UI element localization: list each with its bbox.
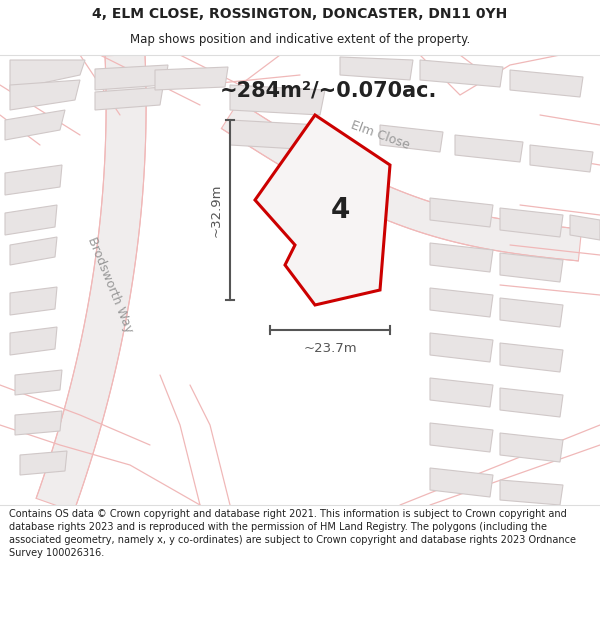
Text: ~23.7m: ~23.7m <box>303 341 357 354</box>
Polygon shape <box>500 343 563 372</box>
Polygon shape <box>455 135 523 162</box>
Polygon shape <box>5 110 65 140</box>
Polygon shape <box>500 433 563 462</box>
Polygon shape <box>255 115 390 305</box>
Polygon shape <box>15 411 62 435</box>
Polygon shape <box>500 388 563 417</box>
Polygon shape <box>10 327 57 355</box>
Polygon shape <box>10 80 80 110</box>
Polygon shape <box>500 480 563 505</box>
Polygon shape <box>5 205 57 235</box>
Text: ~32.9m: ~32.9m <box>209 183 223 237</box>
Polygon shape <box>570 215 600 240</box>
Polygon shape <box>430 378 493 407</box>
Polygon shape <box>510 70 583 97</box>
Polygon shape <box>500 208 563 237</box>
Polygon shape <box>500 253 563 282</box>
Polygon shape <box>230 120 320 150</box>
Polygon shape <box>430 288 493 317</box>
Polygon shape <box>10 60 85 90</box>
Text: ~284m²/~0.070ac.: ~284m²/~0.070ac. <box>220 80 437 100</box>
Polygon shape <box>430 198 493 227</box>
Polygon shape <box>430 468 493 497</box>
Text: Contains OS data © Crown copyright and database right 2021. This information is : Contains OS data © Crown copyright and d… <box>9 509 576 558</box>
Polygon shape <box>155 67 228 90</box>
Text: Map shows position and indicative extent of the property.: Map shows position and indicative extent… <box>130 33 470 46</box>
Polygon shape <box>36 54 146 512</box>
Polygon shape <box>5 165 62 195</box>
Text: Brodsworth Way: Brodsworth Way <box>85 235 135 335</box>
Polygon shape <box>95 87 163 110</box>
Text: Elm Close: Elm Close <box>349 118 411 152</box>
Polygon shape <box>380 125 443 152</box>
Polygon shape <box>230 85 325 115</box>
Polygon shape <box>15 370 62 395</box>
Polygon shape <box>530 145 593 172</box>
Polygon shape <box>10 287 57 315</box>
Polygon shape <box>430 333 493 362</box>
Polygon shape <box>500 298 563 327</box>
Polygon shape <box>420 60 503 87</box>
Polygon shape <box>340 57 413 80</box>
Text: 4: 4 <box>331 196 350 224</box>
Polygon shape <box>221 101 581 261</box>
Text: 4, ELM CLOSE, ROSSINGTON, DONCASTER, DN11 0YH: 4, ELM CLOSE, ROSSINGTON, DONCASTER, DN1… <box>92 7 508 21</box>
Polygon shape <box>95 65 168 90</box>
Polygon shape <box>430 423 493 452</box>
Polygon shape <box>430 243 493 272</box>
Polygon shape <box>20 451 67 475</box>
Polygon shape <box>10 237 57 265</box>
